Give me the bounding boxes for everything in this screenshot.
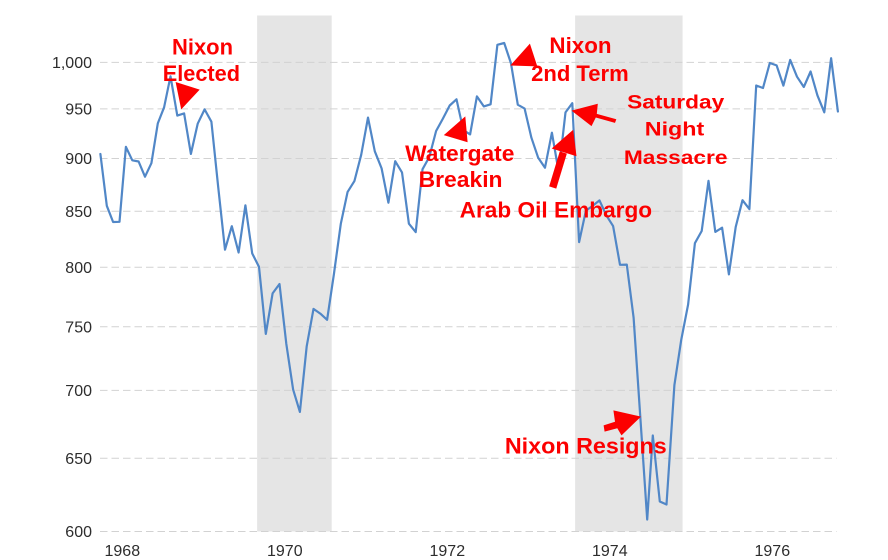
svg-text:1976: 1976 [755,543,791,560]
svg-text:750: 750 [65,319,92,336]
svg-text:1972: 1972 [430,543,466,560]
svg-text:Watergate: Watergate [405,141,514,166]
svg-text:Night: Night [645,119,705,141]
svg-text:650: 650 [65,451,92,468]
svg-text:Breakin: Breakin [419,167,503,192]
svg-text:1968: 1968 [105,543,141,560]
svg-text:Nixon: Nixon [549,33,611,58]
svg-text:850: 850 [65,204,92,221]
svg-text:Saturday: Saturday [627,92,724,114]
svg-text:Nixon: Nixon [172,35,233,60]
svg-text:950: 950 [65,102,92,119]
svg-text:2nd Term: 2nd Term [531,61,629,86]
svg-text:1974: 1974 [592,543,628,560]
svg-text:1,000: 1,000 [52,55,92,72]
svg-text:600: 600 [65,524,92,541]
svg-text:Nixon Resigns: Nixon Resigns [505,434,667,459]
svg-text:Arab Oil Embargo: Arab Oil Embargo [460,198,653,223]
svg-text:1970: 1970 [267,543,303,560]
svg-text:800: 800 [65,260,92,277]
svg-text:900: 900 [65,151,92,168]
svg-text:Massacre: Massacre [624,147,728,169]
svg-text:Elected: Elected [163,61,240,86]
svg-text:700: 700 [65,383,92,400]
